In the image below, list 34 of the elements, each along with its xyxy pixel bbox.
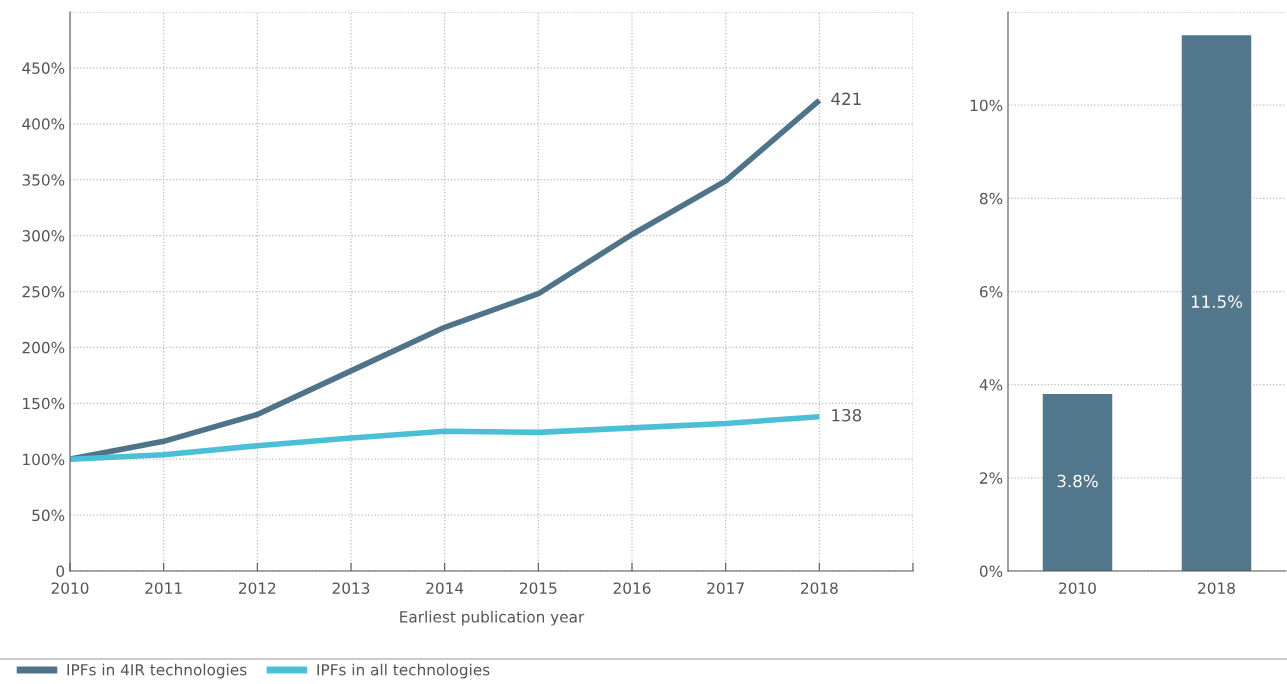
data-label: 3.8% <box>1057 474 1098 488</box>
x-tick-label: 2012 <box>239 582 276 594</box>
y-tick-label: 6% <box>979 285 1003 298</box>
data-label: 138 <box>832 408 862 422</box>
x-tick-label: 2010 <box>51 582 89 594</box>
x-tick-label: 2015 <box>520 582 557 594</box>
y-tick-label: 100% <box>23 453 65 466</box>
legend-label: IPFs in all technologies <box>317 663 490 679</box>
y-tick-label: 350% <box>22 174 65 186</box>
data-label: 11.5% <box>1191 295 1243 308</box>
y-tick-label: 250% <box>22 285 65 298</box>
y-tick-label: 200% <box>22 341 65 354</box>
y-tick-label: 450% <box>22 62 65 74</box>
y-tick-label: 10% <box>970 99 1003 112</box>
data-label: 421 <box>831 92 861 105</box>
legend-label: IPFs in 4IR technologies <box>67 663 247 679</box>
y-tick-label: 50% <box>32 509 65 522</box>
x-tick-label: 2014 <box>426 582 464 594</box>
x-tick-label: 2016 <box>613 582 651 594</box>
x-tick-label: 2017 <box>707 582 744 594</box>
y-tick-label: 150% <box>23 397 65 410</box>
y-tick-label: 0 <box>56 565 65 578</box>
y-tick-label: 300% <box>22 230 65 242</box>
x-tick-label: 2013 <box>332 582 370 594</box>
y-tick-label: 400% <box>22 118 65 130</box>
x-axis-title: Earliest publication year <box>400 610 585 626</box>
y-tick-label: 4% <box>979 379 1003 391</box>
y-tick-label: 2% <box>980 472 1003 484</box>
x-tick-label: 2011 <box>145 582 182 594</box>
y-tick-label: 0% <box>979 565 1003 578</box>
x-tick-label: 2018 <box>801 582 838 594</box>
x-tick-label: 2018 <box>1198 582 1235 594</box>
x-tick-label: 2010 <box>1059 582 1096 594</box>
y-tick-label: 8% <box>979 192 1003 205</box>
